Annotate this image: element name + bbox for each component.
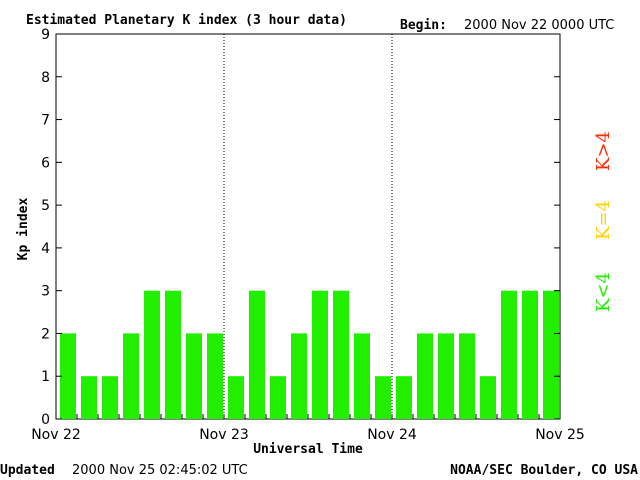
y-axis-label: Kp index <box>16 198 31 261</box>
y-tick-label: 8 <box>41 70 50 86</box>
kp-bar <box>417 333 433 419</box>
y-tick-label: 2 <box>41 326 50 342</box>
x-tick-label: Nov 23 <box>199 427 249 443</box>
y-tick-label: 5 <box>41 198 50 214</box>
y-tick-label: 1 <box>41 369 50 385</box>
kp-bar <box>228 376 244 419</box>
kp-bar <box>480 376 496 419</box>
y-axis: 0 1 2 3 4 5 6 7 8 9 <box>41 27 560 428</box>
kp-bar <box>102 376 118 419</box>
y-tick-label: 9 <box>41 27 50 43</box>
begin-value: 2000 Nov 22 0000 UTC <box>464 18 614 33</box>
kp-bar <box>501 290 517 419</box>
updated-value: 2000 Nov 25 02:45:02 UTC <box>72 463 248 478</box>
y-tick-label: 6 <box>41 155 50 171</box>
x-tick-label: Nov 25 <box>535 427 585 443</box>
x-axis-label: Universal Time <box>253 442 363 457</box>
kp-bar <box>291 333 307 419</box>
kp-bar <box>165 290 181 419</box>
kp-bar <box>333 290 349 419</box>
begin-label: Begin: <box>400 18 447 33</box>
kp-bar <box>522 290 538 419</box>
kp-bar <box>249 290 265 419</box>
kp-bar <box>312 290 328 419</box>
kp-bar <box>543 290 559 419</box>
chart-title: Estimated Planetary K index (3 hour data… <box>26 13 347 28</box>
kp-bar <box>123 333 139 419</box>
day-gridlines <box>223 34 393 419</box>
legend-k-equal-4: K=4 <box>593 200 614 240</box>
kp-bar <box>354 333 370 419</box>
kp-bar <box>60 333 76 419</box>
kp-bar <box>144 290 160 419</box>
legend-k-greater-4: K>4 <box>593 131 614 171</box>
y-tick-label: 4 <box>41 241 50 257</box>
kp-bar <box>396 376 412 419</box>
x-tick-label: Nov 22 <box>31 427 81 443</box>
kp-bar <box>459 333 475 419</box>
y-tick-label: 7 <box>41 113 50 129</box>
x-axis: Nov 22 Nov 23 Nov 24 Nov 25 <box>31 414 585 443</box>
kp-bar <box>186 333 202 419</box>
y-tick-label: 0 <box>41 412 50 428</box>
bar-series <box>60 290 559 419</box>
legend-k-less-4: K<4 <box>593 272 614 312</box>
kp-bar <box>438 333 454 419</box>
kp-bar <box>207 333 223 419</box>
kp-bar <box>375 376 391 419</box>
x-tick-label: Nov 24 <box>367 427 417 443</box>
y-tick-label: 3 <box>41 284 50 300</box>
kp-bar <box>81 376 97 419</box>
kp-bar <box>270 376 286 419</box>
updated-label: Updated <box>0 463 55 478</box>
source-credit: NOAA/SEC Boulder, CO USA <box>450 463 638 478</box>
